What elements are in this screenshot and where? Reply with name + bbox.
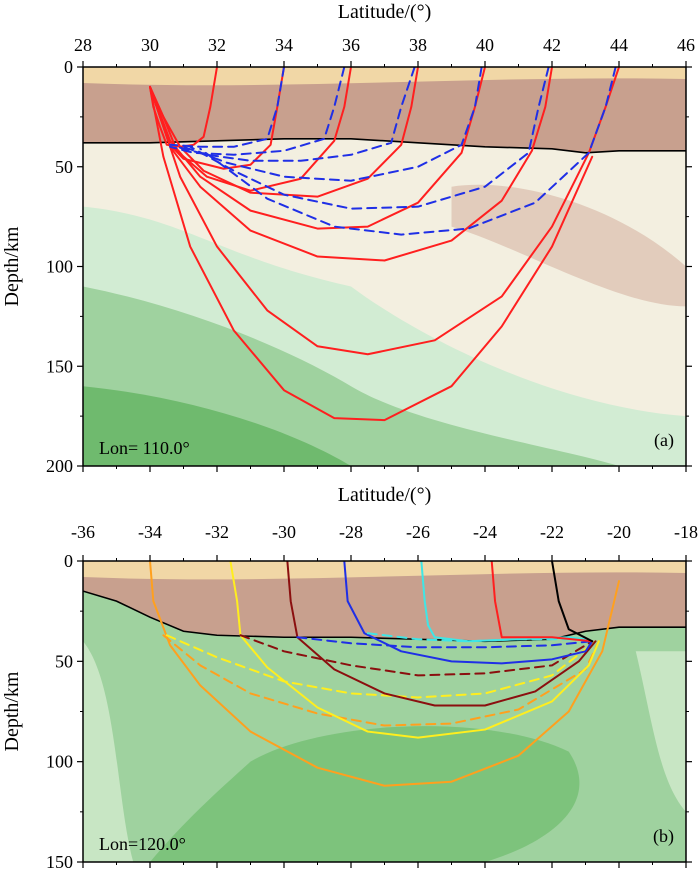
x-tick-label: 34 bbox=[275, 35, 293, 55]
panel-a: 28 30 32 34 36 38 40 42 44 46 0 50 100 150 200 Latitude… bbox=[1, 1, 695, 476]
x-tick-label: 30 bbox=[141, 35, 159, 55]
x-tick-label: 44 bbox=[610, 35, 628, 55]
y-tick-label: 100 bbox=[46, 257, 73, 277]
x-tick-label: 40 bbox=[476, 35, 494, 55]
x-tick-label: -34 bbox=[138, 522, 162, 542]
moho-line bbox=[83, 138, 686, 154]
y-tick-label: 0 bbox=[64, 551, 73, 571]
ray-path-yellow-solid bbox=[229, 561, 600, 739]
x-axis-label: Latitude/(°) bbox=[338, 484, 432, 506]
ray-path-orange-dashed bbox=[162, 634, 600, 727]
y-tick-label: 150 bbox=[46, 852, 73, 872]
x-tick-label: 46 bbox=[677, 35, 695, 55]
ray-path-yellow-dashed bbox=[165, 634, 597, 699]
x-tick-label: 36 bbox=[342, 35, 360, 55]
ray-path-blue-solid bbox=[343, 561, 594, 665]
x-tick-label: -36 bbox=[71, 522, 95, 542]
x-tick-label: -22 bbox=[540, 522, 564, 542]
ray-path-ray-1-dashed bbox=[169, 67, 285, 148]
longitude-label: Lon= 110.0° bbox=[99, 438, 190, 458]
surface-layer bbox=[83, 561, 686, 580]
x-tick-label: -32 bbox=[205, 522, 229, 542]
ray-path-ray-8-solid bbox=[149, 85, 594, 422]
y-tick-label: 50 bbox=[55, 651, 73, 671]
surface-layer bbox=[83, 67, 686, 86]
x-tick-label: 42 bbox=[543, 35, 561, 55]
y-tick-label: 100 bbox=[46, 752, 73, 772]
x-tick-label: -28 bbox=[339, 522, 363, 542]
ray-path-ray-3-dashed bbox=[175, 67, 416, 162]
x-tick-label: 32 bbox=[208, 35, 226, 55]
crust-layer bbox=[83, 67, 686, 153]
longitude-label: Lon=120.0° bbox=[99, 834, 186, 854]
plot-area bbox=[83, 67, 686, 466]
x-tick-label: -24 bbox=[473, 522, 497, 542]
panel-label: (a) bbox=[654, 430, 674, 451]
x-tick-label: -30 bbox=[272, 522, 296, 542]
y-axis-label: Depth/km bbox=[1, 671, 23, 751]
ray-path-darkred-solid bbox=[286, 561, 597, 707]
y-tick-label: 0 bbox=[64, 57, 73, 77]
ray-path-cyan-dashed bbox=[366, 632, 587, 643]
ray-path-ray-6-solid bbox=[149, 67, 553, 262]
y-axis-label: Depth/km bbox=[1, 226, 23, 306]
velocity-anomaly-green-dark bbox=[150, 726, 580, 862]
ray-path-red-solid bbox=[490, 561, 594, 643]
plot-area bbox=[83, 561, 686, 862]
ray-path-ray-3-solid bbox=[149, 67, 352, 192]
moho-line bbox=[83, 590, 686, 643]
ray-path-ray-4-dashed bbox=[182, 67, 483, 182]
y-tick-label: 50 bbox=[55, 157, 73, 177]
velocity-anomaly-green-dark bbox=[83, 386, 351, 466]
x-axis-label: Latitude/(°) bbox=[338, 1, 432, 23]
ray-path-ray-5-dashed bbox=[189, 67, 550, 210]
ray-path-darkred-dashed bbox=[239, 634, 594, 677]
panel-label: (b) bbox=[653, 826, 674, 847]
x-tick-label: -18 bbox=[674, 522, 698, 542]
x-tick-label: 38 bbox=[409, 35, 427, 55]
ray-path-blue-dashed bbox=[296, 636, 594, 649]
velocity-anomaly-tan bbox=[451, 184, 686, 307]
y-tick-label: 150 bbox=[46, 356, 73, 376]
x-tick-label: -26 bbox=[406, 522, 430, 542]
velocity-anomaly-green-pale-east bbox=[635, 651, 686, 812]
velocity-anomaly-green-pale-west bbox=[83, 641, 134, 862]
panel-b: -36 -34 -32 -30 -28 -26 -24 -22 -20 -18 0 50 100 150 L… bbox=[1, 484, 698, 872]
ray-path-black-solid bbox=[551, 561, 594, 643]
x-tick-label: 28 bbox=[74, 35, 92, 55]
x-tick-label: -20 bbox=[607, 522, 631, 542]
y-tick-label: 200 bbox=[46, 456, 73, 476]
